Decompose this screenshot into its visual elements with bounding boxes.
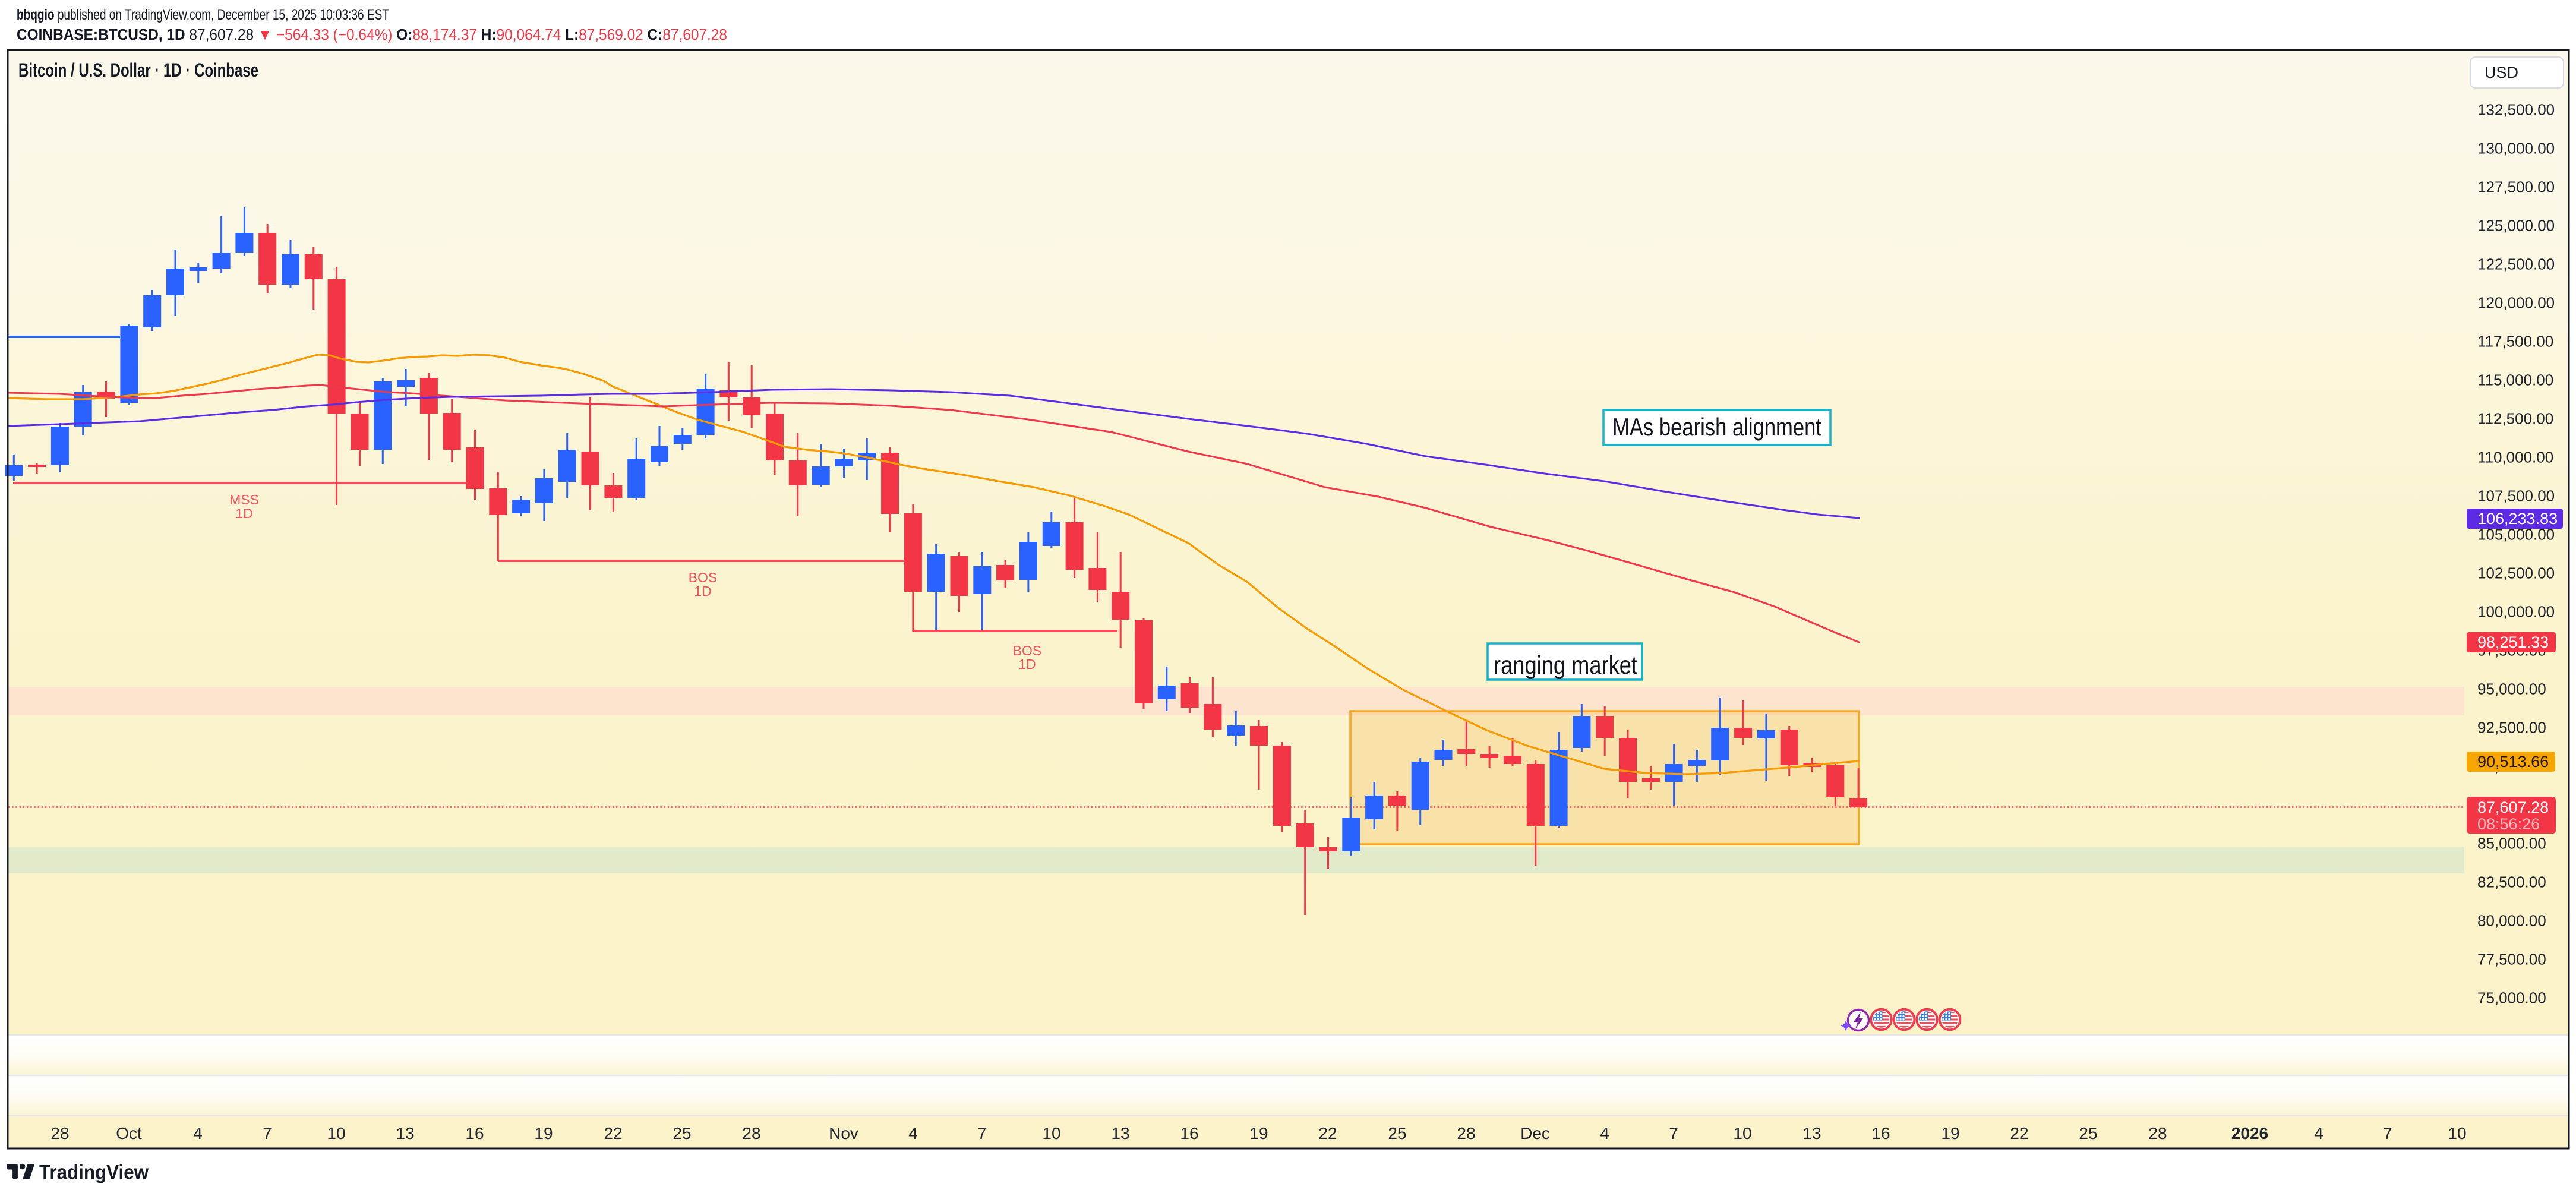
svg-text:7: 7 [263,1124,272,1142]
svg-text:1D: 1D [235,506,252,521]
svg-text:22: 22 [2010,1124,2028,1142]
svg-text:106,233.83: 106,233.83 [2477,510,2558,528]
svg-text:Oct: Oct [116,1124,142,1142]
svg-text:92,500.00: 92,500.00 [2477,719,2546,737]
svg-text:16: 16 [1180,1124,1198,1142]
svg-text:28: 28 [1457,1124,1475,1142]
svg-text:85,000.00: 85,000.00 [2477,835,2546,853]
svg-text:16: 16 [465,1124,484,1142]
svg-text:117,500.00: 117,500.00 [2477,333,2553,351]
svg-text:95,000.00: 95,000.00 [2477,680,2546,698]
svg-text:7: 7 [977,1124,987,1142]
svg-text:10: 10 [327,1124,345,1142]
svg-text:10: 10 [2448,1124,2466,1142]
svg-text:132,500.00: 132,500.00 [2477,101,2555,119]
svg-text:2026: 2026 [2231,1124,2268,1142]
svg-text:82,500.00: 82,500.00 [2477,873,2546,891]
svg-text:4: 4 [1600,1124,1609,1142]
svg-text:Bitcoin / U.S. Dollar · 1D · C: Bitcoin / U.S. Dollar · 1D · Coinbase [18,59,258,81]
svg-text:7: 7 [2383,1124,2392,1142]
svg-text:102,500.00: 102,500.00 [2477,564,2555,582]
svg-text:19: 19 [1941,1124,1959,1142]
svg-text:25: 25 [2079,1124,2097,1142]
svg-text:28: 28 [50,1124,69,1142]
svg-text:112,500.00: 112,500.00 [2477,410,2553,428]
svg-text:BOS: BOS [1013,643,1042,658]
svg-text:22: 22 [1318,1124,1337,1142]
svg-text:19: 19 [1249,1124,1268,1142]
svg-text:COINBASE:BTCUSD, 1D 87,607.28: COINBASE:BTCUSD, 1D 87,607.28 ▼ −564.33 … [17,26,727,43]
svg-text:TradingView: TradingView [39,1162,149,1184]
svg-text:80,000.00: 80,000.00 [2477,912,2546,930]
svg-text:7: 7 [1669,1124,1678,1142]
svg-text:110,000.00: 110,000.00 [2477,449,2553,466]
svg-text:130,000.00: 130,000.00 [2477,140,2555,157]
svg-text:Dec: Dec [1520,1124,1550,1142]
svg-text:19: 19 [534,1124,553,1142]
svg-text:125,000.00: 125,000.00 [2477,217,2555,235]
svg-text:1D: 1D [1018,657,1036,672]
svg-text:87,607.28: 87,607.28 [2477,799,2549,816]
svg-text:MAs bearish alignment: MAs bearish alignment [1612,413,1821,441]
svg-text:13: 13 [1111,1124,1129,1142]
svg-text:ranging market: ranging market [1494,651,1637,680]
svg-text:bbqgio published on TradingVie: bbqgio published on TradingView.com, Dec… [17,7,389,23]
svg-text:16: 16 [1871,1124,1890,1142]
svg-text:75,000.00: 75,000.00 [2477,989,2546,1007]
svg-text:4: 4 [2314,1124,2324,1142]
svg-text:Nov: Nov [829,1124,858,1142]
svg-text:13: 13 [396,1124,414,1142]
svg-text:10: 10 [1733,1124,1751,1142]
svg-text:98,251.33: 98,251.33 [2477,633,2549,651]
svg-text:90,513.66: 90,513.66 [2477,753,2549,771]
svg-text:120,000.00: 120,000.00 [2477,294,2555,312]
svg-text:4: 4 [193,1124,203,1142]
svg-text:28: 28 [2148,1124,2167,1142]
svg-text:1D: 1D [694,583,711,599]
svg-text:08:56:26: 08:56:26 [2477,815,2540,833]
svg-text:107,500.00: 107,500.00 [2477,487,2555,505]
svg-text:127,500.00: 127,500.00 [2477,178,2555,196]
svg-text:MSS: MSS [229,492,259,507]
svg-text:28: 28 [742,1124,760,1142]
svg-text:25: 25 [1388,1124,1406,1142]
svg-text:BOS: BOS [689,570,718,585]
svg-text:122,500.00: 122,500.00 [2477,255,2555,273]
svg-text:13: 13 [1802,1124,1821,1142]
svg-text:USD: USD [2485,64,2518,81]
svg-text:100,000.00: 100,000.00 [2477,603,2555,621]
svg-text:77,500.00: 77,500.00 [2477,951,2546,968]
svg-text:115,000.00: 115,000.00 [2477,371,2553,389]
svg-text:10: 10 [1042,1124,1060,1142]
svg-text:25: 25 [673,1124,691,1142]
svg-text:22: 22 [604,1124,622,1142]
svg-text:4: 4 [908,1124,918,1142]
